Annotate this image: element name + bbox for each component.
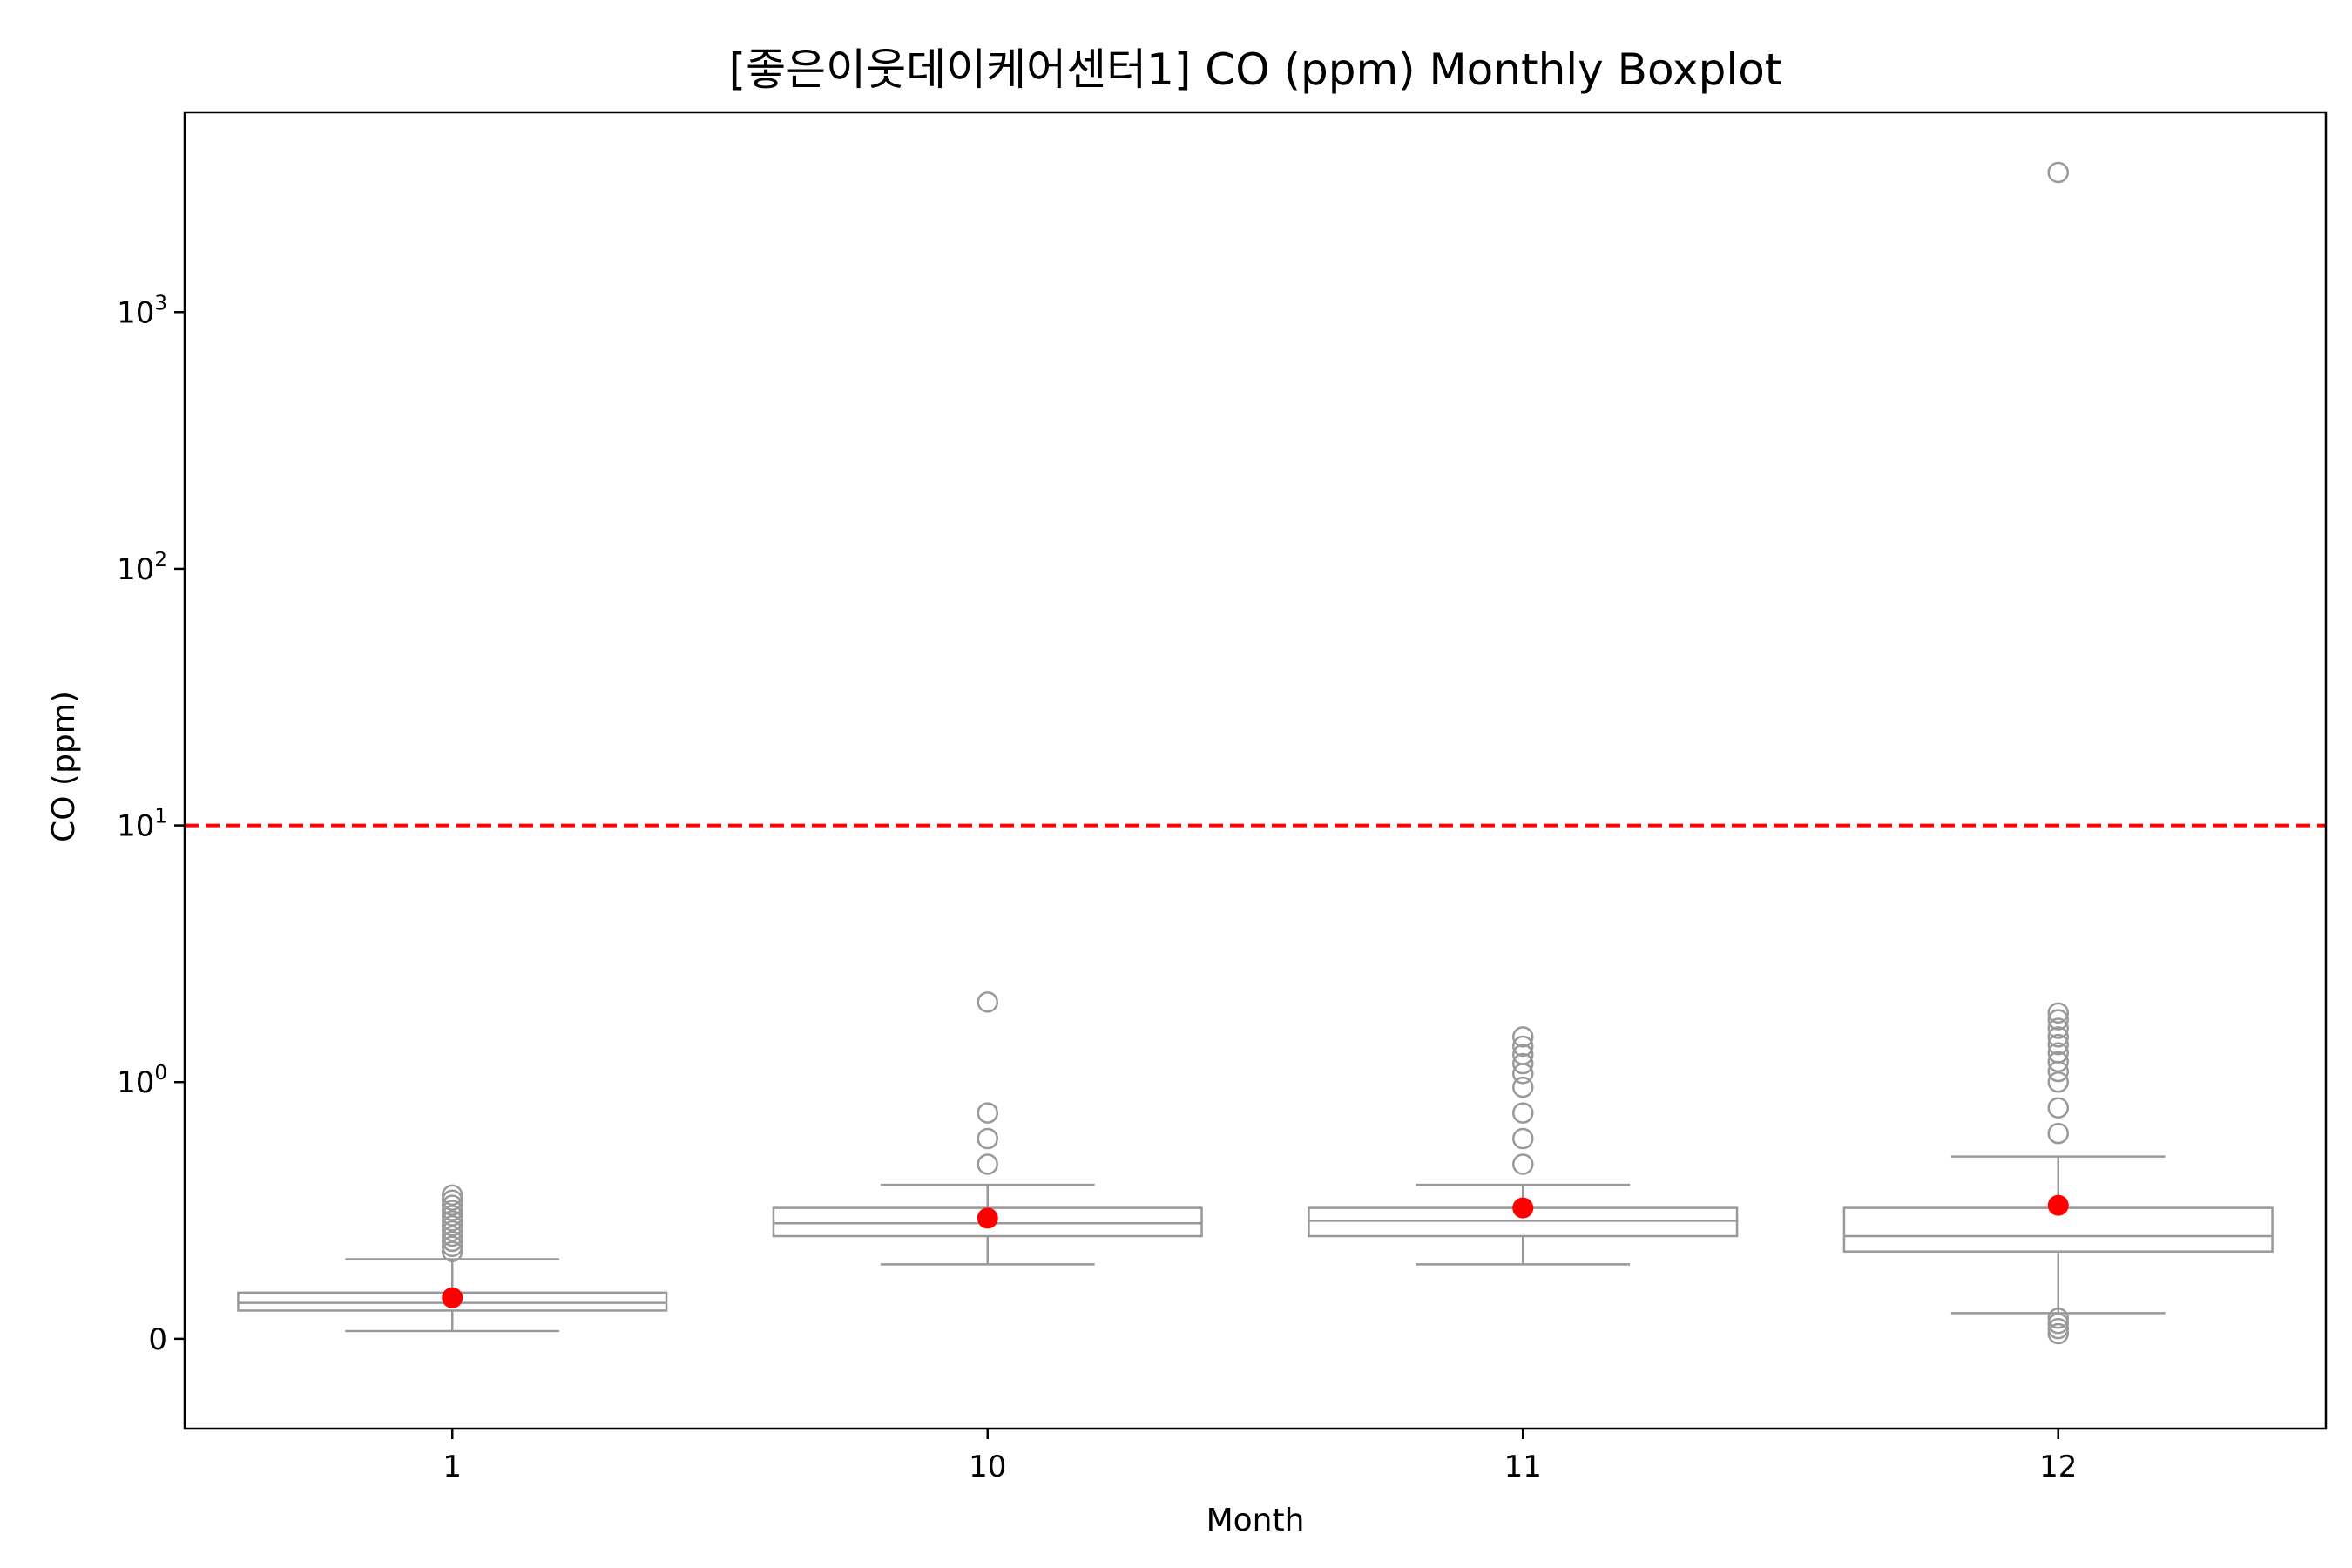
y-tick-label: 0 xyxy=(148,1322,167,1357)
outlier-point xyxy=(1512,1044,1534,1065)
outlier-point xyxy=(2047,1122,2069,1145)
x-axis-label: Month xyxy=(1206,1503,1305,1538)
plot-area xyxy=(185,161,2326,1345)
x-tick-label: 10 xyxy=(969,1450,1006,1484)
outlier-point xyxy=(2047,1308,2069,1329)
x-tick-label: 12 xyxy=(2039,1450,2077,1484)
outlier-point xyxy=(2047,1071,2069,1093)
outlier-point xyxy=(2047,1033,2069,1056)
mean-marker xyxy=(1512,1197,1534,1219)
outlier-point xyxy=(1512,1026,1534,1048)
box-group-month-1 xyxy=(237,1184,668,1333)
box-group-month-10 xyxy=(772,991,1203,1266)
outlier-point xyxy=(442,1194,463,1216)
outlier-point xyxy=(442,1240,463,1262)
mean-marker xyxy=(2047,1194,2069,1216)
x-tick-label: 1 xyxy=(443,1450,462,1484)
outlier-point xyxy=(442,1205,463,1227)
outlier-point xyxy=(977,1102,998,1124)
outlier-point xyxy=(977,1127,998,1150)
outlier-point xyxy=(442,1200,463,1221)
outlier-point xyxy=(1512,1153,1534,1175)
box-group-month-11 xyxy=(1308,1026,1739,1266)
y-tick-label: 101 xyxy=(117,806,167,844)
outlier-point xyxy=(1512,1035,1534,1058)
box-group-month-12 xyxy=(1842,161,2274,1345)
outlier-point xyxy=(442,1235,463,1258)
outlier-point xyxy=(2047,1317,2069,1340)
outlier-point xyxy=(2047,1097,2069,1119)
mean-marker xyxy=(442,1287,463,1308)
x-tick-label: 11 xyxy=(1504,1450,1542,1484)
outlier-point xyxy=(1512,1076,1534,1098)
outlier-point xyxy=(2047,1322,2069,1345)
chart-title: [좋은이웃데이케어센터1] CO (ppm) Monthly Boxplot xyxy=(729,44,1782,95)
outlier-point xyxy=(977,991,998,1013)
outlier-point xyxy=(442,1230,463,1253)
outlier-point xyxy=(2047,1017,2069,1039)
outlier-point xyxy=(442,1210,463,1232)
outlier-point xyxy=(2047,1312,2069,1335)
y-tick-label: 102 xyxy=(117,549,167,587)
outlier-point xyxy=(2047,161,2069,184)
y-tick-label: 103 xyxy=(117,292,167,330)
outlier-point xyxy=(1512,1102,1534,1124)
outlier-point xyxy=(2047,1051,2069,1073)
outlier-point xyxy=(1512,1127,1534,1150)
y-axis-label: CO (ppm) xyxy=(46,691,82,842)
outlier-point xyxy=(2047,1026,2069,1048)
outlier-point xyxy=(442,1220,463,1242)
plot-frame xyxy=(183,111,2328,1430)
outlier-point xyxy=(442,1184,463,1206)
outlier-point xyxy=(2047,1009,2069,1031)
outlier-point xyxy=(442,1225,463,1247)
outlier-point xyxy=(442,1214,463,1237)
y-tick-label: 100 xyxy=(117,1062,167,1100)
outlier-point xyxy=(2047,1042,2069,1064)
outlier-point xyxy=(2047,1002,2069,1024)
box-iqr xyxy=(1308,1206,1739,1238)
outlier-point xyxy=(1512,1052,1534,1075)
outlier-point xyxy=(977,1153,998,1175)
mean-marker xyxy=(977,1207,998,1229)
outlier-point xyxy=(442,1189,463,1212)
